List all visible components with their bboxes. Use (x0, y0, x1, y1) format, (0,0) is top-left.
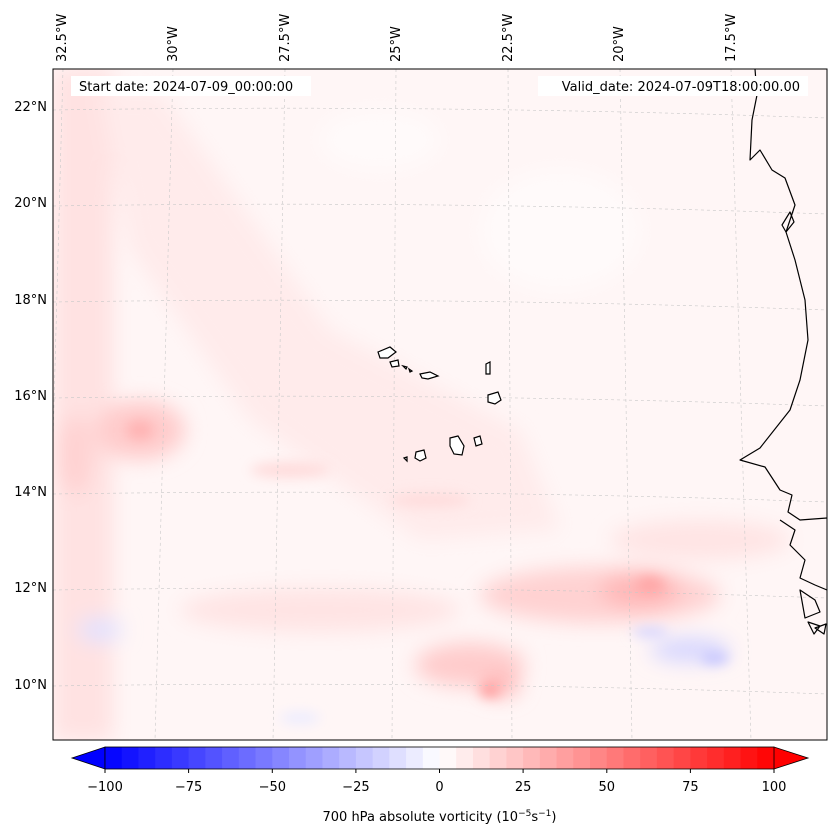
colorbar-bin (188, 747, 206, 769)
colorbar-bin (305, 747, 323, 769)
colorbar-bin (456, 747, 474, 769)
colorbar-ticks: −100 −75 −50 −25 0 25 50 75 100 (87, 769, 786, 795)
colorbar-tick-label: 0 (435, 780, 443, 795)
colorbar-bin (640, 747, 658, 769)
graticule (53, 69, 827, 740)
colorbar-label-exp2: −1 (538, 809, 551, 819)
colorbar-bin (573, 747, 591, 769)
colorbar-bin (656, 747, 675, 769)
valid-date-box (538, 76, 808, 96)
colorbar-bin (155, 747, 173, 769)
valid-date-label: Valid_date: 2024-07-09T18:00:00.00 (562, 80, 800, 95)
colorbar-tick-label: 75 (682, 780, 699, 795)
colorbar-tick-label: −25 (342, 780, 369, 795)
colorbar-bin (288, 747, 307, 769)
latitude-labels: 22°N 20°N 18°N 16°N 14°N 12°N 10°N (14, 100, 47, 693)
colorbar-min-arrow (70, 746, 106, 770)
colorbar-bin (623, 747, 641, 769)
colorbar-bin (606, 747, 624, 769)
colorbar-bin (255, 747, 273, 769)
colorbar-bin (539, 747, 558, 769)
colorbar-label-end: ) (551, 810, 556, 825)
lat-label: 20°N (14, 196, 47, 211)
colorbar-tick-label: 25 (515, 780, 532, 795)
lon-label: 22.5°W (501, 14, 516, 62)
colorbar-tick-label: −50 (259, 780, 286, 795)
colorbar-bins (105, 747, 775, 769)
colorbar-tick-label: 100 (762, 780, 787, 795)
colorbar-bin (222, 747, 240, 769)
coastline (739, 69, 827, 635)
colorbar-bin (523, 747, 541, 769)
colorbar-bin (322, 747, 340, 769)
colorbar-bin (439, 747, 457, 769)
colorbar-bin (372, 747, 390, 769)
colorbar-bin (406, 747, 424, 769)
colorbar-tick-label: 50 (599, 780, 616, 795)
lat-label: 10°N (14, 678, 47, 693)
colorbar-bin (339, 747, 357, 769)
lat-label: 12°N (14, 581, 47, 596)
colorbar-max-arrow (773, 746, 810, 770)
colorbar-bin (355, 747, 374, 769)
lon-label: 30°W (166, 26, 181, 62)
map-frame (52, 68, 828, 741)
colorbar-label: 700 hPa absolute vorticity (10−5s−1) (323, 809, 557, 825)
colorbar-tick-label: −100 (87, 780, 123, 795)
colorbar-bin (757, 747, 775, 769)
vorticity-field (53, 69, 827, 740)
lat-label: 18°N (14, 293, 47, 308)
colorbar-bin (690, 747, 708, 769)
longitude-labels: 32.5°W 30°W 27.5°W 25°W 22.5°W 20°W 17.5… (55, 14, 739, 62)
colorbar-bin (105, 747, 123, 769)
colorbar-bin (205, 747, 223, 769)
colorbar-tick-label: −75 (175, 780, 202, 795)
colorbar-bin (489, 747, 507, 769)
lon-label: 27.5°W (278, 14, 293, 62)
colorbar-bin (272, 747, 290, 769)
cape-verde-islands (377, 346, 502, 463)
colorbar: −100 −75 −50 −25 0 25 50 75 100 700 hPa … (70, 746, 810, 825)
lon-label: 20°W (612, 26, 627, 62)
colorbar-label-exp1: −5 (518, 809, 531, 819)
map-panel: Start date: 2024-07-09_00:00:00 Valid_da… (14, 14, 828, 741)
start-date-box (71, 76, 311, 96)
colorbar-bin (171, 747, 190, 769)
colorbar-bin (556, 747, 574, 769)
colorbar-bin (121, 747, 139, 769)
lat-label: 16°N (14, 389, 47, 404)
colorbar-bin (707, 747, 725, 769)
colorbar-label-mid: s (531, 810, 538, 825)
colorbar-bin (506, 747, 524, 769)
lon-label: 25°W (389, 26, 404, 62)
lon-label: 17.5°W (724, 14, 739, 62)
colorbar-bin (422, 747, 440, 769)
colorbar-label-text: 700 hPa absolute vorticity (10 (323, 810, 519, 825)
colorbar-bin (740, 747, 758, 769)
colorbar-bin (238, 747, 257, 769)
lon-label: 32.5°W (55, 14, 70, 62)
colorbar-bin (590, 747, 608, 769)
colorbar-bin (723, 747, 742, 769)
start-date-label: Start date: 2024-07-09_00:00:00 (79, 80, 293, 95)
colorbar-bin (472, 747, 491, 769)
colorbar-bin (389, 747, 407, 769)
lat-label: 22°N (14, 100, 47, 115)
colorbar-bin (673, 747, 691, 769)
lat-label: 14°N (14, 485, 47, 500)
colorbar-bin (138, 747, 156, 769)
